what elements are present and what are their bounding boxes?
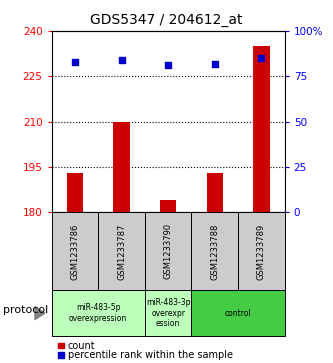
Bar bbox=[67, 173, 83, 212]
Text: GSM1233789: GSM1233789 bbox=[257, 223, 266, 280]
Text: count: count bbox=[68, 340, 95, 351]
Text: GSM1233790: GSM1233790 bbox=[164, 223, 173, 280]
Point bbox=[119, 57, 124, 63]
Bar bbox=[160, 200, 176, 212]
Text: GSM1233786: GSM1233786 bbox=[70, 223, 80, 280]
Bar bbox=[206, 173, 223, 212]
Text: miR-483-5p
overexpression: miR-483-5p overexpression bbox=[69, 303, 127, 323]
Text: GSM1233787: GSM1233787 bbox=[117, 223, 126, 280]
Text: GDS5347 / 204612_at: GDS5347 / 204612_at bbox=[90, 13, 243, 27]
Text: miR-483-3p
overexpr
ession: miR-483-3p overexpr ession bbox=[146, 298, 190, 328]
Bar bbox=[253, 46, 269, 212]
Text: GSM1233788: GSM1233788 bbox=[210, 223, 219, 280]
Point bbox=[259, 55, 264, 61]
Point bbox=[72, 59, 78, 65]
Text: percentile rank within the sample: percentile rank within the sample bbox=[68, 350, 232, 360]
Bar bbox=[113, 122, 130, 212]
Text: control: control bbox=[225, 309, 251, 318]
Text: protocol: protocol bbox=[3, 305, 49, 315]
Point bbox=[166, 62, 171, 68]
Point bbox=[212, 61, 217, 66]
